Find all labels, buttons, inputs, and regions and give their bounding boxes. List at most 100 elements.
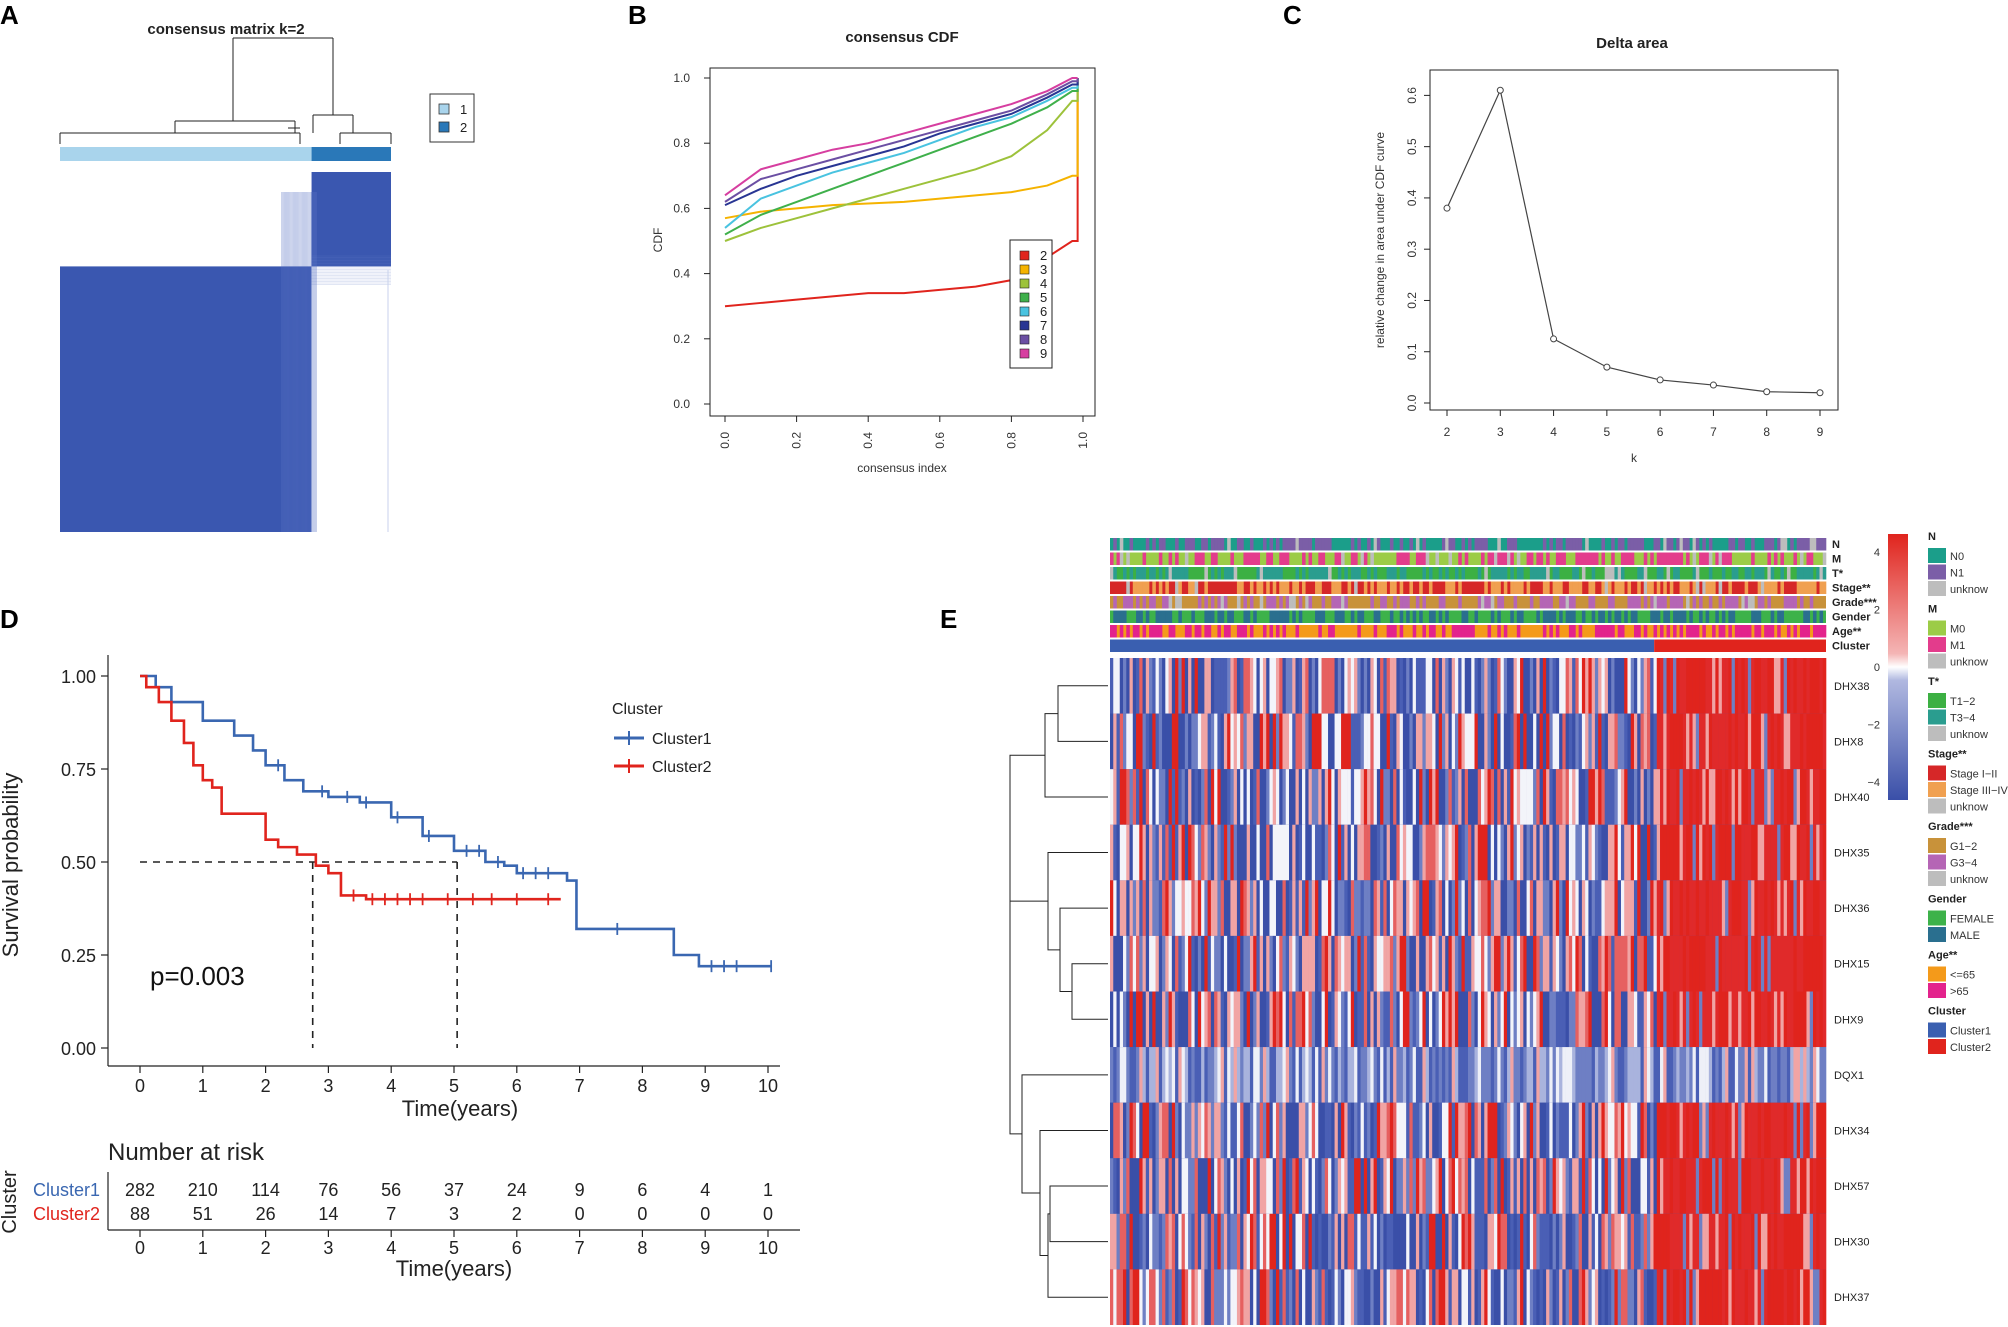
y-tick-label: 0.00: [61, 1039, 96, 1059]
heatmap-cell: [1611, 1213, 1615, 1270]
heatmap-cell: [1757, 824, 1762, 881]
heatmap-cell: [1432, 1213, 1436, 1270]
track-cell-T*: [1503, 567, 1508, 580]
track-cell-Grade***: [1165, 596, 1169, 609]
heatmap-cell: [1594, 1102, 1599, 1159]
legend-label-k7: 7: [1040, 318, 1047, 333]
heatmap-cell: [1725, 1269, 1729, 1325]
heatmap-cell: [1507, 824, 1511, 881]
heatmap-cell: [1158, 880, 1163, 936]
track-cell-Stage**: [1637, 581, 1641, 594]
heatmap-cell: [1302, 1102, 1306, 1159]
heatmap-cell: [1334, 880, 1339, 936]
track-cell-N: [1350, 538, 1355, 551]
track-cell-T*: [1165, 567, 1169, 580]
track-cell-Gender: [1663, 610, 1667, 623]
track-cell-Gender: [1376, 610, 1381, 623]
track-cell-N: [1507, 538, 1511, 551]
heatmap-cell: [1402, 1047, 1407, 1103]
heatmap-cell: [1422, 1102, 1426, 1159]
heatmap-cell: [1526, 769, 1531, 825]
track-cell-Stage**: [1266, 581, 1270, 594]
heatmap-cell: [1210, 1213, 1215, 1270]
track-cell-Stage**: [1796, 581, 1801, 594]
heatmap-cell: [1699, 713, 1703, 770]
heatmap-cell: [1236, 713, 1241, 770]
heatmap-cell: [1770, 713, 1775, 770]
heatmap-cell: [1188, 1213, 1192, 1270]
risk-table-ylabel: Cluster: [0, 1170, 21, 1234]
track-cell-Gender: [1630, 610, 1635, 623]
heatmap-cell: [1110, 1269, 1114, 1325]
track-cell-Stage**: [1627, 581, 1632, 594]
legend-item-label: unknow: [1950, 657, 1988, 669]
heatmap-cell: [1581, 824, 1586, 881]
heatmap-cell: [1412, 1158, 1417, 1214]
heatmap-cell: [1653, 1269, 1658, 1325]
track-cell-Grade***: [1607, 596, 1612, 609]
heatmap-cell: [1347, 1158, 1352, 1214]
panel-c-xlabel: k: [1631, 451, 1638, 465]
x-tick-label: 8: [637, 1076, 647, 1096]
track-cell-T*: [1269, 567, 1274, 580]
heatmap-cell: [1419, 658, 1423, 714]
track-cell-T*: [1816, 567, 1820, 580]
heatmap-cell: [1289, 658, 1293, 714]
heatmap-cell: [1448, 1213, 1453, 1270]
heatmap-cell: [1614, 1102, 1619, 1159]
heatmap-cell: [1448, 935, 1453, 992]
track-cell-N: [1728, 538, 1732, 551]
heatmap-cell: [1129, 658, 1134, 714]
heatmap-cell: [1806, 1102, 1811, 1159]
heatmap-cell: [1773, 1213, 1778, 1270]
heatmap-cell: [1123, 713, 1127, 770]
heatmap-cell: [1240, 713, 1244, 770]
heatmap-cell: [1581, 769, 1586, 825]
heatmap-cell: [1275, 935, 1280, 992]
heatmap-cell: [1380, 658, 1384, 714]
track-cell-Gender: [1399, 610, 1404, 623]
heatmap-cell: [1435, 1269, 1440, 1325]
heatmap-cell: [1223, 824, 1228, 881]
heatmap-cell: [1757, 769, 1762, 825]
heatmap-cell: [1149, 824, 1153, 881]
heatmap-cell: [1536, 1213, 1540, 1270]
heatmap-cell: [1162, 935, 1166, 992]
heatmap-cell: [1191, 1047, 1195, 1103]
track-cell-Age**: [1168, 625, 1173, 638]
heatmap-cell: [1708, 658, 1713, 714]
dendrogram-branch: [1071, 963, 1108, 1020]
track-cell-T*: [1604, 567, 1609, 580]
track-cell-Age**: [1653, 625, 1658, 638]
track-cell-Stage**: [1142, 581, 1147, 594]
heatmap-cell: [1751, 1047, 1755, 1103]
heatmap-cell: [1363, 1158, 1368, 1214]
heatmap-cell: [1142, 991, 1147, 1048]
heatmap-cell: [1764, 1158, 1768, 1214]
track-cell-N: [1611, 538, 1615, 551]
heatmap-cell: [1396, 1213, 1400, 1270]
heatmap-cell: [1145, 713, 1150, 770]
risk-cell-cluster2: 88: [130, 1204, 150, 1224]
heatmap-cell: [1712, 824, 1716, 881]
heatmap-cell: [1757, 658, 1762, 714]
heatmap-cell: [1656, 935, 1661, 992]
heatmap-cell: [1269, 1158, 1274, 1214]
heatmap-cell: [1578, 1158, 1583, 1214]
legend-swatch: [1928, 726, 1946, 741]
heatmap-cell: [1363, 769, 1368, 825]
heatmap-cell: [1513, 991, 1518, 1048]
track-cell-Grade***: [1500, 596, 1505, 609]
track-cell-N: [1510, 538, 1514, 551]
heatmap-cell: [1386, 1102, 1391, 1159]
track-cell-M: [1308, 552, 1313, 565]
heatmap-cell: [1223, 1102, 1228, 1159]
heatmap-cell: [1305, 1269, 1309, 1325]
track-label: Age**: [1832, 626, 1862, 638]
heatmap-cell: [1669, 1158, 1674, 1214]
heatmap-cell: [1559, 1158, 1563, 1214]
heatmap-cell: [1510, 769, 1514, 825]
heatmap-cell: [1620, 935, 1625, 992]
heatmap-cell: [1315, 1047, 1319, 1103]
heatmap-cell: [1289, 1047, 1293, 1103]
